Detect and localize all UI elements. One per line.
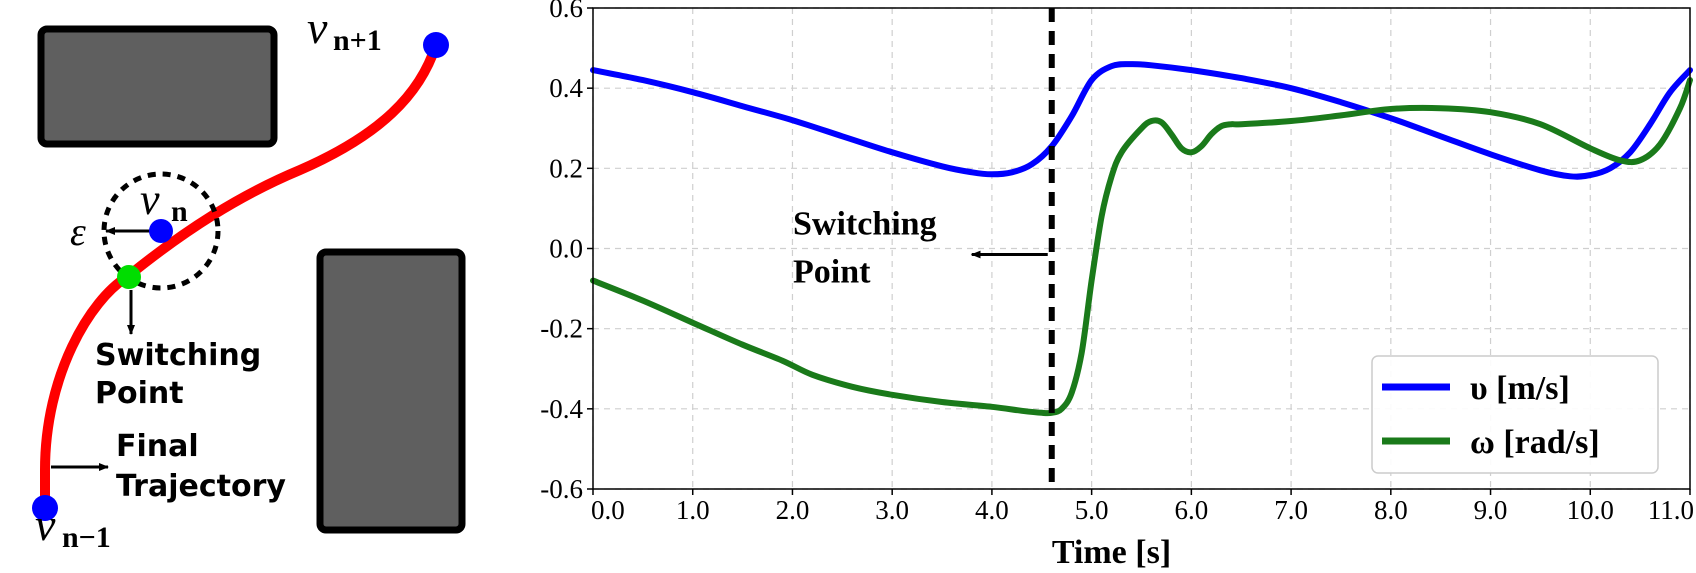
tolerance-circle xyxy=(101,171,221,291)
x-axis-title: Time [s] xyxy=(1052,534,1171,571)
waypoint-next xyxy=(423,32,449,58)
waypoint-previous-label: ν xyxy=(35,499,56,550)
x-tick-label: 9.0 xyxy=(1474,495,1508,525)
x-tick-label: 8.0 xyxy=(1374,495,1408,525)
y-tick-label: 0.6 xyxy=(549,0,583,23)
x-tick-label: 0.0 xyxy=(591,495,625,525)
legend-label-angular-velocity: ω [rad/s] xyxy=(1470,424,1600,461)
waypoint-next-subscript: n+1 xyxy=(333,24,382,57)
obstacle-top xyxy=(37,25,278,148)
switching-point-label-line2: Point xyxy=(95,376,184,411)
x-tick-label: 6.0 xyxy=(1174,495,1208,525)
x-tick-label: 11.0 xyxy=(1648,495,1694,525)
switching-annotation-line1: Switching xyxy=(793,205,937,242)
y-tick-label: 0.0 xyxy=(549,234,583,264)
waypoint-previous-subscript: n−1 xyxy=(62,521,111,554)
final-trajectory-label-line1: Final xyxy=(116,429,199,464)
legend: υ [m/s] ω [rad/s] xyxy=(1371,355,1659,474)
x-tick-label: 3.0 xyxy=(875,495,909,525)
y-tick-label: 0.4 xyxy=(549,73,583,103)
chart-series xyxy=(590,61,1693,417)
waypoint-current-label: ν xyxy=(140,175,160,224)
trajectory-diagram: ε ν n Switching Point ν n+1 ν n−1 Final … xyxy=(32,2,466,554)
epsilon-label: ε xyxy=(70,209,86,254)
x-tick-label: 2.0 xyxy=(776,495,810,525)
x-tick-label: 7.0 xyxy=(1274,495,1308,525)
final-trajectory-curve xyxy=(40,40,441,510)
velocity-chart: 0.6 0.4 0.2 0.0 -0.2 -0.4 -0.6 0.0 1.0 2.0 3.0 4.0… xyxy=(540,0,1694,571)
x-tick-label: 5.0 xyxy=(1075,495,1109,525)
y-tick-label: -0.6 xyxy=(540,474,583,504)
waypoint-current-subscript: n xyxy=(171,195,188,228)
y-tick-label: 0.2 xyxy=(549,153,583,183)
final-trajectory-label-line2: Trajectory xyxy=(116,469,286,504)
y-tick-label: -0.2 xyxy=(540,314,583,344)
y-axis-ticks: 0.6 0.4 0.2 0.0 -0.2 -0.4 -0.6 xyxy=(540,0,593,504)
y-tick-label: -0.4 xyxy=(540,394,583,424)
waypoint-next-label: ν xyxy=(307,2,328,53)
x-tick-label: 4.0 xyxy=(975,495,1009,525)
x-axis-ticks: 0.0 1.0 2.0 3.0 4.0 5.0 6.0 7.0 8.0 9.0 10.0 11.0 xyxy=(591,489,1694,525)
x-tick-label: 1.0 xyxy=(676,495,710,525)
series-linear-velocity xyxy=(590,61,1693,180)
x-tick-label: 10.0 xyxy=(1567,495,1614,525)
obstacle-bottom xyxy=(316,248,466,534)
switch-point-marker xyxy=(117,265,141,289)
series-angular-velocity xyxy=(590,77,1693,417)
switching-annotation-line2: Point xyxy=(793,254,871,291)
waypoint-current xyxy=(149,219,173,243)
switching-point-label-line1: Switching xyxy=(95,338,261,373)
waypoint-previous xyxy=(32,495,58,521)
legend-label-linear-velocity: υ [m/s] xyxy=(1470,370,1570,407)
